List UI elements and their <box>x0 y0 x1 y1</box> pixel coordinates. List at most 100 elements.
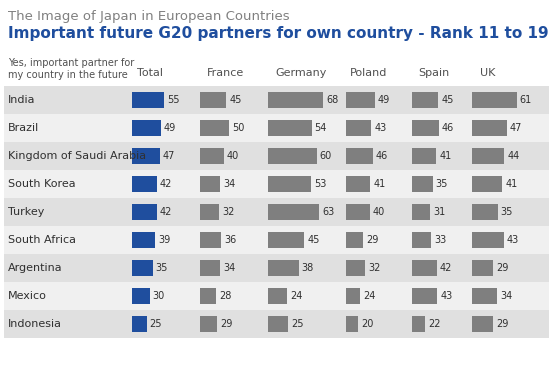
Bar <box>200 260 220 276</box>
Text: Yes, important partner for
my country in the future: Yes, important partner for my country in… <box>8 58 134 80</box>
Text: 39: 39 <box>158 235 170 245</box>
Text: 20: 20 <box>361 319 373 329</box>
Bar <box>412 204 430 220</box>
Text: France: France <box>207 68 244 78</box>
Bar <box>268 204 319 220</box>
Bar <box>412 120 439 137</box>
Text: 35: 35 <box>155 263 168 273</box>
Text: 38: 38 <box>302 263 314 273</box>
Text: 22: 22 <box>428 319 440 329</box>
Text: 45: 45 <box>307 235 320 245</box>
Bar <box>268 260 299 276</box>
Bar <box>268 92 323 108</box>
Bar <box>268 232 304 248</box>
Text: 29: 29 <box>220 319 232 329</box>
Text: 41: 41 <box>373 179 385 189</box>
Bar <box>472 147 504 165</box>
Text: Turkey: Turkey <box>8 207 44 217</box>
Bar <box>268 315 288 333</box>
Bar <box>4 226 549 254</box>
Bar <box>472 288 497 305</box>
Text: 42: 42 <box>160 179 172 189</box>
Text: 61: 61 <box>520 95 532 105</box>
Text: 63: 63 <box>322 207 334 217</box>
Text: Important future G20 partners for own country - Rank 11 to 19: Important future G20 partners for own co… <box>8 26 549 41</box>
Bar <box>132 315 147 333</box>
Bar <box>132 147 160 165</box>
Text: 34: 34 <box>223 179 235 189</box>
Text: 55: 55 <box>168 95 180 105</box>
Bar <box>346 204 369 220</box>
Bar <box>132 176 156 192</box>
Text: 36: 36 <box>224 235 237 245</box>
Text: India: India <box>8 95 35 105</box>
Text: Mexico: Mexico <box>8 291 47 301</box>
Text: Indonesia: Indonesia <box>8 319 62 329</box>
Bar <box>200 232 221 248</box>
Bar <box>412 288 437 305</box>
Text: 42: 42 <box>160 207 172 217</box>
Bar <box>4 142 549 170</box>
Text: South Africa: South Africa <box>8 235 76 245</box>
Text: 43: 43 <box>374 123 387 133</box>
Text: 35: 35 <box>500 207 513 217</box>
Text: Germany: Germany <box>275 68 326 78</box>
Bar <box>412 260 437 276</box>
Text: 49: 49 <box>164 123 176 133</box>
Bar <box>472 120 507 137</box>
Bar <box>4 114 549 142</box>
Bar <box>200 147 223 165</box>
Bar <box>200 315 217 333</box>
Text: 28: 28 <box>220 291 232 301</box>
Bar <box>346 232 363 248</box>
Text: 40: 40 <box>373 207 385 217</box>
Text: 24: 24 <box>290 291 303 301</box>
Text: Kingdom of Saudi Arabia: Kingdom of Saudi Arabia <box>8 151 146 161</box>
Text: 49: 49 <box>378 95 390 105</box>
Bar <box>200 288 216 305</box>
Bar <box>200 120 229 137</box>
Bar <box>412 232 431 248</box>
Bar <box>346 260 365 276</box>
Text: 46: 46 <box>442 123 455 133</box>
Text: Spain: Spain <box>418 68 449 78</box>
Bar <box>200 176 220 192</box>
Bar <box>4 310 549 338</box>
Bar <box>268 147 316 165</box>
Bar <box>132 288 150 305</box>
Text: 30: 30 <box>153 291 165 301</box>
Text: 29: 29 <box>497 263 509 273</box>
Bar <box>132 92 164 108</box>
Bar <box>4 254 549 282</box>
Bar <box>200 204 219 220</box>
Text: 53: 53 <box>314 179 326 189</box>
Text: 43: 43 <box>440 291 452 301</box>
Text: 42: 42 <box>440 263 452 273</box>
Bar <box>132 120 161 137</box>
Text: 68: 68 <box>326 95 338 105</box>
Text: 45: 45 <box>229 95 242 105</box>
Bar <box>4 198 549 226</box>
Text: 40: 40 <box>227 151 239 161</box>
Text: 41: 41 <box>439 151 451 161</box>
Text: The Image of Japan in European Countries: The Image of Japan in European Countries <box>8 10 290 23</box>
Bar <box>132 204 156 220</box>
Bar <box>346 147 373 165</box>
Text: 46: 46 <box>376 151 388 161</box>
Text: UK: UK <box>480 68 495 78</box>
Bar <box>268 288 288 305</box>
Bar <box>346 288 360 305</box>
Bar <box>472 315 493 333</box>
Text: Total: Total <box>137 68 163 78</box>
Bar <box>412 315 425 333</box>
Text: South Korea: South Korea <box>8 179 76 189</box>
Bar <box>4 86 549 114</box>
Bar <box>472 260 493 276</box>
Bar <box>346 176 370 192</box>
Text: 44: 44 <box>507 151 520 161</box>
Bar <box>412 147 436 165</box>
Text: 60: 60 <box>320 151 332 161</box>
Text: 34: 34 <box>223 263 235 273</box>
Text: 50: 50 <box>232 123 245 133</box>
Bar <box>132 260 153 276</box>
